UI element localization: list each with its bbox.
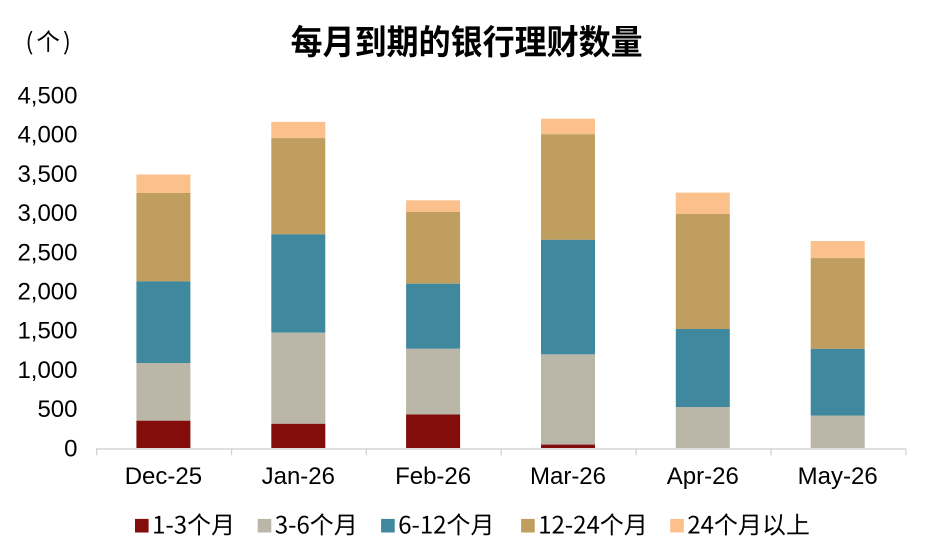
svg-text:1,500: 1,500 <box>17 318 77 345</box>
svg-text:4,500: 4,500 <box>17 82 77 109</box>
svg-text:2,500: 2,500 <box>17 239 77 266</box>
svg-text:4,000: 4,000 <box>17 122 77 149</box>
svg-text:2,000: 2,000 <box>17 279 77 306</box>
svg-text:3,000: 3,000 <box>17 200 77 227</box>
svg-text:500: 500 <box>37 396 77 423</box>
svg-text:Feb-26: Feb-26 <box>395 463 471 490</box>
svg-text:1,000: 1,000 <box>17 357 77 384</box>
svg-text:0: 0 <box>64 435 77 462</box>
svg-text:Mar-26: Mar-26 <box>530 463 606 490</box>
svg-text:May-26: May-26 <box>798 463 878 490</box>
svg-text:Jan-26: Jan-26 <box>262 463 335 490</box>
svg-text:Apr-26: Apr-26 <box>667 463 739 490</box>
svg-text:Dec-25: Dec-25 <box>125 463 202 490</box>
svg-text:3,500: 3,500 <box>17 161 77 188</box>
